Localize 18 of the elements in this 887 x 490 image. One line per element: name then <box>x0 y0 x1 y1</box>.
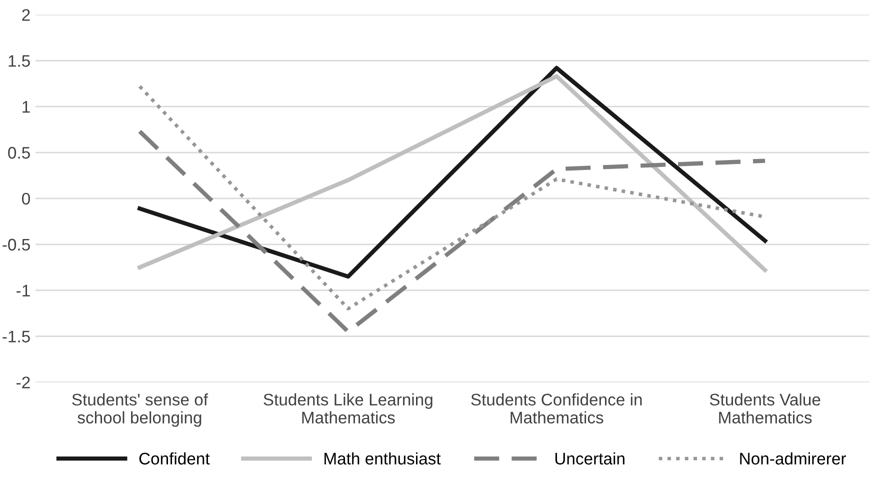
y-tick-label: -1 <box>16 284 30 296</box>
legend-label: Math enthusiast <box>324 452 441 465</box>
y-tick-label: 0.5 <box>8 146 30 159</box>
y-tick-label: 2 <box>22 9 30 21</box>
y-tick-label: 0 <box>22 192 30 205</box>
y-tick-label: 1.5 <box>8 55 30 67</box>
x-tick-label: Students Like Learning Mathematics <box>264 393 432 424</box>
line-series <box>138 129 768 334</box>
legend-label: Non-admirerer <box>740 452 846 465</box>
y-tick-label: -0.5 <box>2 238 30 251</box>
x-tick-label: Students' sense of school belonging <box>72 393 208 427</box>
legend-label: Uncertain <box>555 452 624 465</box>
y-tick-label: -1.5 <box>2 330 30 342</box>
y-tick-label: 1 <box>22 101 30 113</box>
y-tick-label: -2 <box>16 376 30 388</box>
x-tick-label: Students Confidence in Mathematics <box>471 393 642 424</box>
x-tick-label: Students Value Mathematics <box>710 393 820 424</box>
legend-label: Confident <box>139 452 210 465</box>
